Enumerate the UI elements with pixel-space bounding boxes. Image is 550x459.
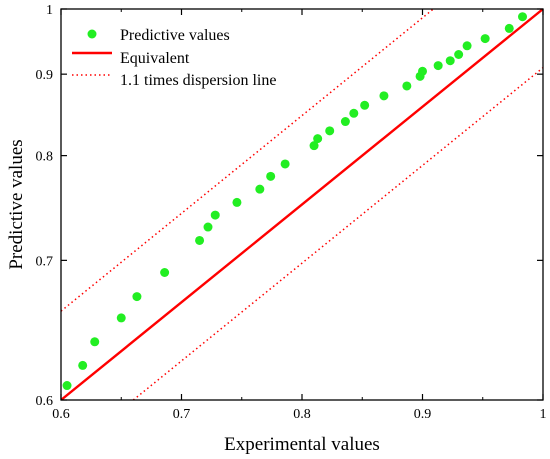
data-point [325,126,335,136]
data-point [462,41,472,51]
data-point [379,91,389,101]
plot-marks [61,9,543,400]
data-point [255,184,265,194]
data-point [203,222,213,232]
data-point [349,108,359,118]
legend-label-equivalent: Equivalent [120,50,190,67]
data-point [195,235,205,245]
axis-ticks: 0.6 0.7 0.8 0.9 1 0.6 0.7 0.8 0.9 1 [36,3,547,422]
data-point [418,66,427,76]
legend-label-predictive-values: Predictive values [120,27,230,44]
data-point [132,292,142,302]
legend: Predictive values Equivalent 1.1 times d… [72,27,276,89]
data-point [480,34,490,44]
data-point [445,56,455,66]
y-tick-label: 0.6 [36,394,54,409]
data-point [78,360,88,370]
legend-marker-predictive-values [87,29,97,39]
y-tick-label: 0.9 [36,68,54,83]
data-point [116,313,126,323]
data-point [280,159,290,169]
data-point [232,197,242,207]
x-tick-label: 0.9 [414,407,432,422]
x-tick-label: 1 [540,407,547,422]
data-point [309,141,319,151]
y-tick-label: 0.8 [36,150,54,165]
data-point [62,381,72,391]
data-point [402,81,412,91]
y-axis-title: Predictive values [6,139,27,269]
x-axis-title: Experimental values [224,434,380,455]
y-tick-label: 0.7 [36,254,54,269]
data-point [504,23,514,33]
dispersion-line [132,67,543,400]
data-point [90,337,100,347]
data-point [433,61,443,71]
equivalent-line [61,9,543,400]
x-tick-label: 0.7 [173,407,191,422]
legend-label-dispersion: 1.1 times dispersion line [120,72,276,89]
y-tick-label: 1 [46,3,53,18]
data-point [454,50,464,59]
data-point [518,12,528,22]
data-point [340,117,350,127]
dispersion-line [61,9,434,312]
x-tick-label: 0.6 [52,407,70,422]
data-point [313,134,323,144]
data-point [210,210,220,220]
data-point [360,100,370,110]
data-point [266,171,276,181]
x-tick-label: 0.8 [293,407,311,422]
data-point [160,268,170,277]
